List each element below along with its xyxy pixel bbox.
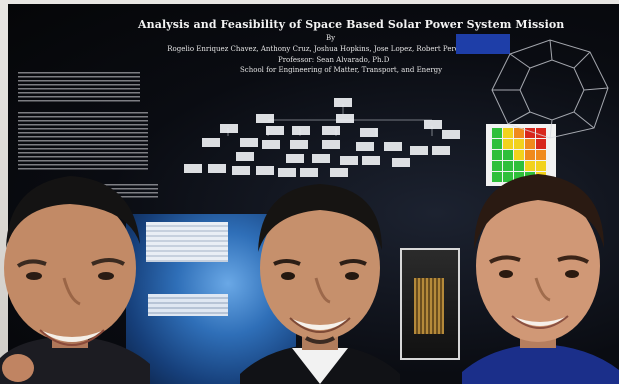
poster-table: [146, 222, 228, 262]
risk-matrix-cell: [525, 150, 535, 160]
risk-matrix-cell: [536, 161, 546, 171]
poster-school: School for Engineering of Matter, Transp…: [240, 66, 443, 74]
risk-matrix-cell: [525, 161, 535, 171]
risk-matrix-cell: [503, 150, 513, 160]
poster-by-line: By: [326, 34, 336, 42]
risk-matrix-cell: [514, 128, 524, 138]
risk-matrix-cell: [536, 128, 546, 138]
risk-matrix-cell: [514, 161, 524, 171]
risk-matrix-chart: [486, 124, 556, 186]
risk-matrix-cell: [503, 139, 513, 149]
poster-authors: Rogelio Enriquez Chavez, Anthony Cruz, J…: [167, 45, 469, 53]
risk-matrix-cell: [492, 128, 502, 138]
risk-matrix-cell: [525, 139, 535, 149]
risk-matrix-cell: [492, 150, 502, 160]
solar-array-photo: [400, 248, 460, 360]
poster-mission-block: [18, 112, 148, 172]
satellite-sketch-icon: [491, 39, 609, 139]
poster-abstract-block: [18, 72, 140, 102]
person-right: [462, 174, 619, 384]
person-middle: [240, 184, 400, 384]
risk-matrix-cell: [492, 161, 502, 171]
risk-matrix-cell: [503, 128, 513, 138]
risk-matrix-cell: [492, 139, 502, 149]
risk-matrix-cell: [514, 139, 524, 149]
risk-matrix-cell: [503, 172, 513, 182]
poster-table-lower: [148, 294, 228, 316]
poster-blue-label: [456, 34, 510, 54]
poster-advisor: Professor: Sean Alvarado, Ph.D: [278, 56, 390, 64]
poster-title: Analysis and Feasibility of Space Based …: [138, 18, 565, 31]
person-left: [0, 176, 150, 384]
risk-matrix-cell: [525, 128, 535, 138]
risk-matrix-cell: [536, 150, 546, 160]
risk-matrix-cell: [503, 161, 513, 171]
risk-matrix-cell: [514, 150, 524, 160]
risk-matrix-cell: [514, 172, 524, 182]
risk-matrix-cell: [536, 139, 546, 149]
risk-matrix-cell: [492, 172, 502, 182]
